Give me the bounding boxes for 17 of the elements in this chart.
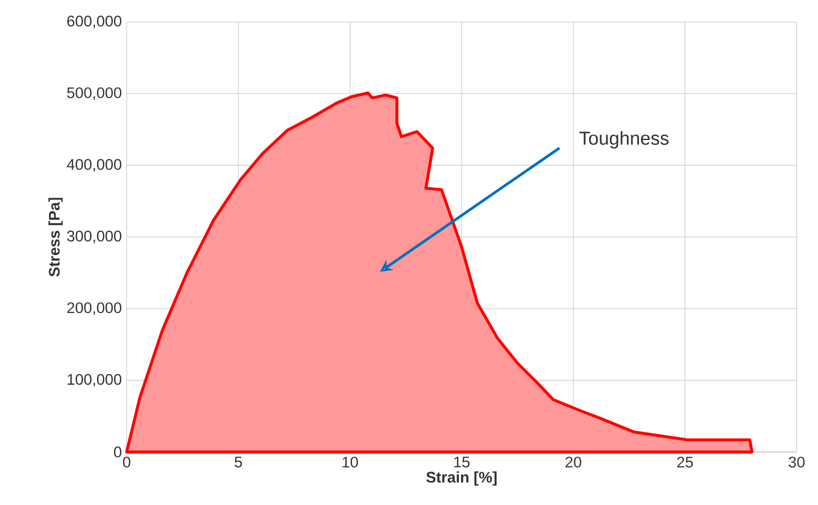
x-tick-label: 0 — [123, 456, 130, 468]
y-tick-label: 100,000 — [68, 374, 122, 387]
y-tick-label: 200,000 — [67, 302, 122, 315]
x-axis-title: Strain [%] — [426, 471, 497, 486]
y-tick-label: 400,000 — [66, 158, 122, 172]
y-axis-title: Stress [Pa] — [48, 198, 63, 277]
annotation: Toughness — [579, 131, 669, 149]
x-tick-label: 30 — [788, 456, 805, 468]
x-tick-label: 10 — [342, 456, 358, 468]
y-tick-label: 600,000 — [67, 16, 122, 28]
x-tick-label: 15 — [454, 456, 470, 468]
y-tick-label: 500,000 — [67, 87, 122, 100]
x-tick-label: 25 — [677, 456, 693, 468]
y-tick-label: 300,000 — [67, 230, 122, 244]
x-tick-label: 5 — [234, 456, 242, 468]
y-tick-label: 0 — [114, 446, 122, 458]
x-tick-label: 20 — [566, 456, 582, 468]
